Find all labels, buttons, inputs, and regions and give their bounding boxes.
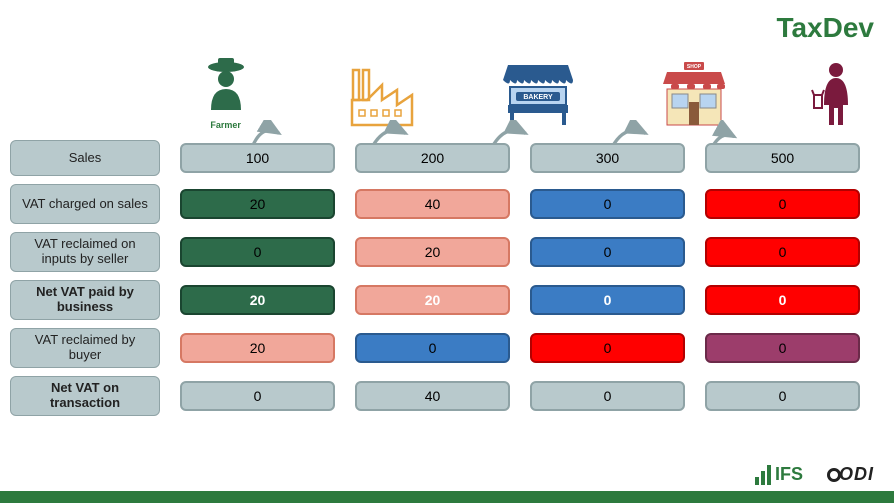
value-cell: 0 xyxy=(705,285,860,315)
value-cell: 40 xyxy=(355,189,510,219)
farmer-label: Farmer xyxy=(201,120,251,130)
value-cell: 0 xyxy=(530,381,685,411)
value-cell: 20 xyxy=(180,333,335,363)
row-label: VAT reclaimed by buyer xyxy=(10,328,160,368)
value-cell: 0 xyxy=(705,381,860,411)
value-cell: 100 xyxy=(180,143,335,173)
bakery-icon-col: BAKERY xyxy=(460,50,616,130)
value-cell: 0 xyxy=(180,381,335,411)
farmer-icon-col: Farmer xyxy=(148,50,304,130)
grid-row: VAT reclaimed on inputs by seller02000 xyxy=(10,232,884,272)
value-cell: 20 xyxy=(355,237,510,267)
odi-logo: ODI xyxy=(827,464,874,485)
grid-row: VAT charged on sales 20 40 00 xyxy=(10,184,884,224)
shop-icon: SHOP xyxy=(659,60,729,130)
value-cell: 20 xyxy=(180,285,335,315)
grid-row: Net VAT paid by business 20 20 00 xyxy=(10,280,884,320)
value-cell: 0 xyxy=(355,333,510,363)
value-cell: 500 xyxy=(705,143,860,173)
factory-icon-col xyxy=(304,50,460,130)
brand-logo: TaxDev xyxy=(776,12,874,44)
value-cell: 20 xyxy=(355,285,510,315)
value-cell: 0 xyxy=(705,333,860,363)
factory-icon xyxy=(347,60,417,130)
value-cell: 0 xyxy=(530,333,685,363)
svg-text:SHOP: SHOP xyxy=(687,64,702,70)
value-cell: 0 xyxy=(180,237,335,267)
ifs-text: IFS xyxy=(775,464,803,485)
footer-logos: IFS ODI xyxy=(755,464,874,485)
farmer-icon xyxy=(201,55,251,115)
row-label: VAT reclaimed on inputs by seller xyxy=(10,232,160,272)
svg-text:BAKERY: BAKERY xyxy=(523,94,553,101)
value-cell: 0 xyxy=(705,237,860,267)
row-label: Net VAT paid by business xyxy=(10,280,160,320)
odi-text: ODI xyxy=(839,464,874,484)
grid-row: Net VAT on transaction04000 xyxy=(10,376,884,416)
value-cell: 0 xyxy=(530,237,685,267)
value-cell: 20 xyxy=(180,189,335,219)
bakery-icon: BAKERY xyxy=(498,55,578,130)
value-cell: 0 xyxy=(530,285,685,315)
value-cell: 300 xyxy=(530,143,685,173)
grid-row: VAT reclaimed by buyer20000 xyxy=(10,328,884,368)
vat-grid: Sales100200300500VAT charged on sales204… xyxy=(10,140,884,424)
row-label: Sales xyxy=(10,140,160,176)
value-cell: 0 xyxy=(705,189,860,219)
value-cell: 40 xyxy=(355,381,510,411)
consumer-icon xyxy=(808,60,858,130)
shop-icon-col: SHOP xyxy=(616,50,772,130)
grid-row: Sales 100 200 300 500 xyxy=(10,140,884,176)
ifs-logo: IFS xyxy=(755,464,803,485)
value-cell: 0 xyxy=(530,189,685,219)
value-cell: 200 xyxy=(355,143,510,173)
footer-bar xyxy=(0,491,894,503)
row-label: Net VAT on transaction xyxy=(10,376,160,416)
consumer-icon-col xyxy=(772,50,894,130)
row-label: VAT charged on sales xyxy=(10,184,160,224)
supply-chain-icons: Farmer BAKERY SHOP xyxy=(0,50,894,130)
